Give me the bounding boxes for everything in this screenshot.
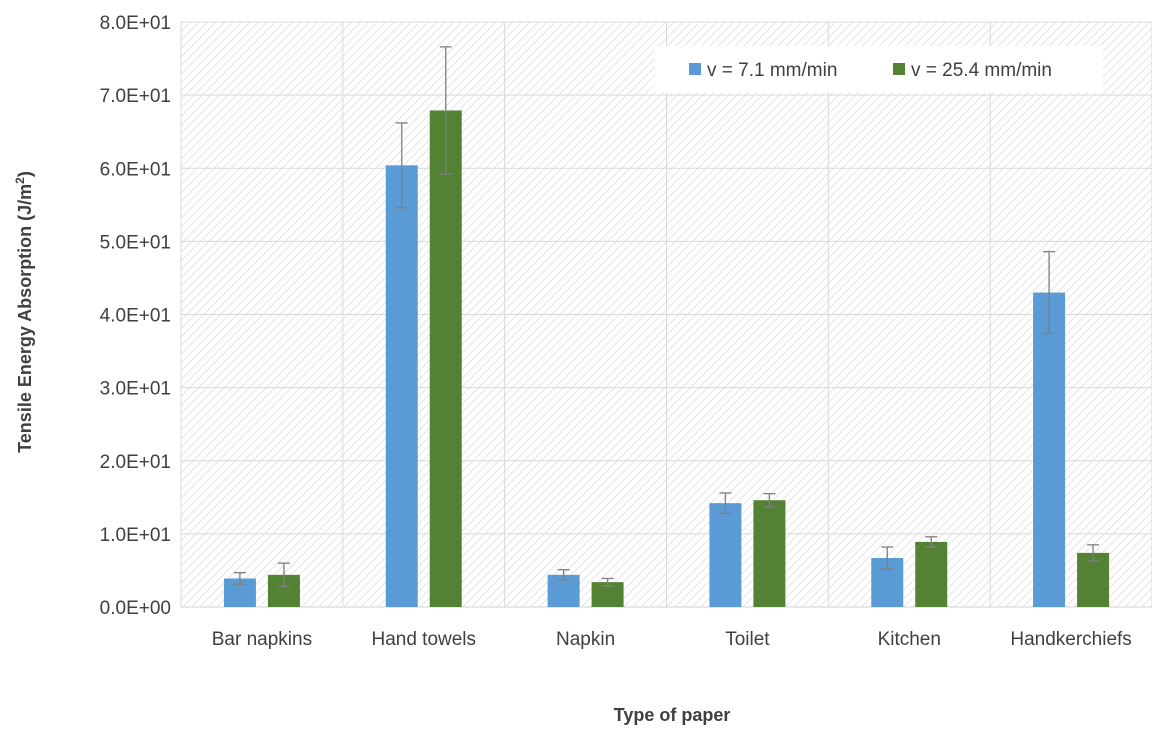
bar <box>709 503 742 607</box>
y-tick-label: 7.0E+01 <box>100 86 171 107</box>
legend: v = 7.1 mm/min v = 25.4 mm/min <box>655 46 1103 92</box>
y-tick-label: 8.0E+01 <box>100 13 171 34</box>
bar <box>429 110 462 607</box>
x-tick-label: Bar napkins <box>212 629 312 650</box>
legend-swatch <box>893 63 905 75</box>
x-tick-label: Toilet <box>725 629 770 650</box>
legend-label: v = 25.4 mm/min <box>911 60 1052 81</box>
y-tick-label: 5.0E+01 <box>100 232 171 253</box>
x-tick-label: Handkerchiefs <box>1010 629 1131 650</box>
y-tick-label: 3.0E+01 <box>100 379 171 400</box>
legend-background <box>655 46 1103 92</box>
bars <box>223 110 1110 607</box>
x-tick-label: Napkin <box>556 629 615 650</box>
gridlines <box>180 21 1152 608</box>
bar <box>915 541 948 607</box>
y-tick-label: 1.0E+01 <box>100 525 171 546</box>
y-tick-label: 0.0E+00 <box>100 598 171 619</box>
legend-swatch <box>689 63 701 75</box>
bar <box>1077 552 1110 607</box>
bar <box>385 165 418 607</box>
x-axis-ticks: Bar napkins Hand towels Napkin Toilet Kitche… <box>212 629 1132 650</box>
x-tick-label: Hand towels <box>371 629 476 650</box>
error-bars <box>233 46 1100 588</box>
y-axis-ticks: 0.0E+00 1.0E+01 2.0E+01 3.0E+01 4.0E+01 5.0E+… <box>100 13 171 619</box>
y-tick-label: 6.0E+01 <box>100 159 171 180</box>
bar <box>753 500 786 607</box>
legend-label: v = 7.1 mm/min <box>707 60 837 81</box>
x-axis-title: Type of paper <box>614 705 731 725</box>
bar <box>1033 292 1066 607</box>
y-tick-label: 2.0E+01 <box>100 452 171 473</box>
y-axis-title: Tensile Energy Absorption (J/m2) <box>13 171 35 453</box>
y-tick-label: 4.0E+01 <box>100 306 171 327</box>
x-tick-label: Kitchen <box>878 629 941 650</box>
